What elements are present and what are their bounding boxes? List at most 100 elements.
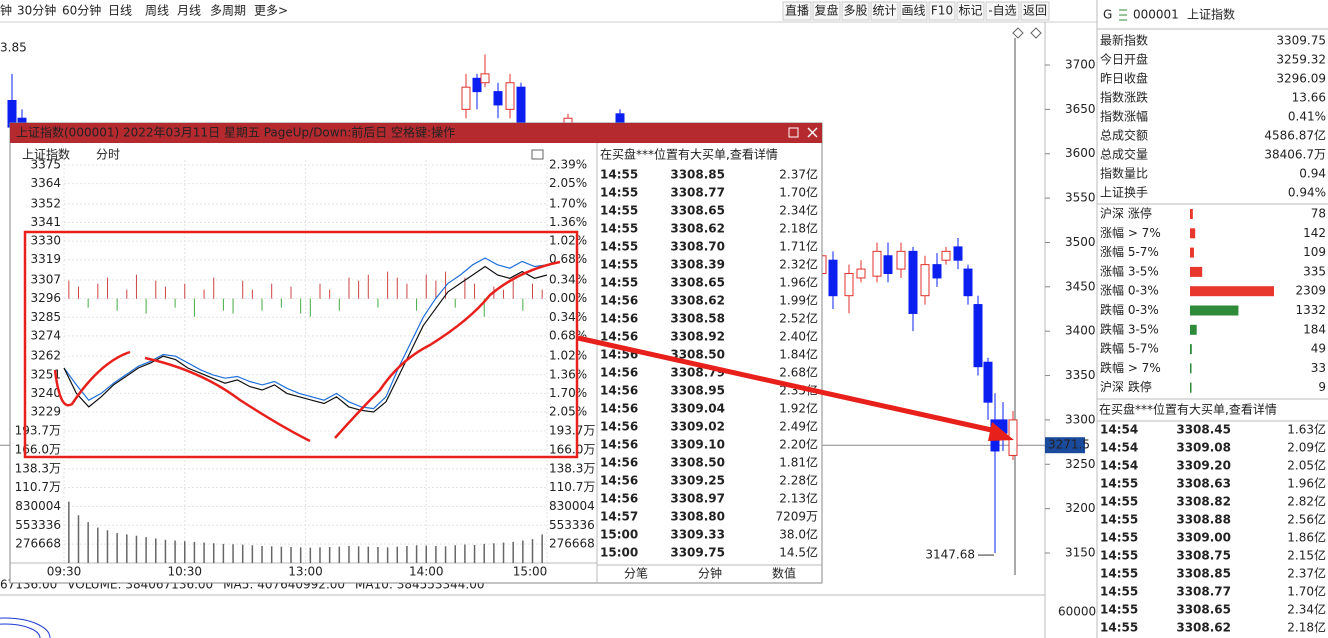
trade-amount: 2.82亿: [1287, 494, 1326, 509]
trade-price: 3309.10: [670, 438, 725, 452]
breadth-bar: [1190, 324, 1197, 335]
time-label: 10:30: [167, 565, 202, 579]
breadth-label: 涨幅 > 7%: [1100, 225, 1161, 240]
toolbar-tab: 日线: [108, 4, 132, 18]
trade-time: 14:55: [1100, 621, 1138, 635]
trade-amount: 2.15亿: [1287, 548, 1326, 563]
breadth-value: 184: [1303, 322, 1326, 336]
trade-amount: 2.09亿: [1287, 440, 1326, 455]
trade-price: 3309.25: [670, 474, 725, 488]
trade-price: 3308.63: [1176, 477, 1231, 491]
trade-time: 14:55: [1100, 495, 1138, 509]
price-tick-label: 3330: [30, 234, 61, 248]
breadth-label: 沪深 涨停: [1100, 206, 1152, 221]
toolbar-button[interactable]: [841, 1, 870, 21]
y-tick-label: 3500: [1065, 235, 1096, 249]
current-label: 3271.5: [1048, 438, 1090, 452]
trade-time: 14:56: [600, 438, 638, 452]
trade-price: 3308.77: [670, 186, 725, 200]
trade-amount: 1.70亿: [779, 185, 818, 200]
toolbar-button[interactable]: [1020, 1, 1050, 21]
trade-price: 3308.50: [670, 348, 725, 362]
trade-price: 3308.65: [670, 276, 725, 290]
candle-body: [461, 86, 471, 110]
candle-body: [941, 250, 951, 261]
volume-tick-label: 166.0万: [15, 442, 61, 456]
freehand-curve: [334, 260, 561, 439]
stat-label: 指数量比: [1100, 166, 1148, 181]
trade-amount: 1.96亿: [1287, 476, 1326, 491]
stat-label: 总成交额: [1100, 128, 1148, 143]
breadth-label: 涨幅 5-7%: [1100, 244, 1159, 259]
pct-tick-label: 0.00%: [549, 291, 587, 305]
arrow-shaft: [577, 335, 997, 434]
maximize-button[interactable]: [788, 127, 799, 138]
pct-tick-label: 1.02%: [549, 234, 587, 248]
toolbar-button[interactable]: [782, 1, 812, 21]
trade-price: 3309.33: [670, 528, 725, 542]
close-button[interactable]: [807, 127, 818, 138]
trade-amount: 1.81亿: [779, 455, 818, 470]
trade-time: 14:55: [1100, 549, 1138, 563]
candle-body: [505, 82, 515, 110]
trade-price: 3308.50: [670, 456, 725, 470]
toolbar-button[interactable]: [928, 1, 956, 21]
trade-amount: 2.68亿: [779, 365, 818, 380]
trade-price: 3308.88: [1176, 513, 1231, 527]
trade-time: 14:56: [600, 294, 638, 308]
breadth-label: 涨幅 3-5%: [1100, 263, 1159, 278]
trade-price: 3308.65: [670, 204, 725, 218]
highlight-box: [23, 230, 579, 459]
y-tick-label: 3250: [1065, 457, 1096, 471]
toolbar-tab: 周线: [145, 4, 169, 18]
toolbar-button[interactable]: [956, 1, 985, 21]
trade-price: 3308.92: [670, 330, 725, 344]
trade-amount: 38.0亿: [779, 527, 818, 542]
breadth-bar: [1190, 344, 1192, 355]
breadth-label: 跌幅 0-3%: [1100, 302, 1159, 317]
stat-value: 4586.87亿: [1264, 128, 1326, 143]
stat-label: 今日开盘: [1100, 52, 1148, 67]
current-box: [1045, 437, 1085, 454]
price-tick-label: 3364: [30, 176, 61, 190]
breadth-bar: [1190, 286, 1274, 297]
toolbar-button[interactable]: [985, 1, 1020, 21]
trade-price: 3308.85: [1176, 567, 1231, 581]
toolbar-tab: 多周期: [210, 4, 246, 18]
trade-amount: 2.34亿: [1287, 602, 1326, 617]
panel-icon[interactable]: [531, 149, 544, 160]
candle-body: [896, 250, 906, 270]
price-tick-label: 3307: [30, 273, 61, 287]
annotations: [23, 230, 1014, 459]
price-tick-label: 3274: [30, 328, 61, 342]
trade-time: 14:55: [1100, 603, 1138, 617]
trade-time: 14:56: [600, 402, 638, 416]
candle-body: [883, 255, 893, 275]
freehand-curve: [53, 350, 131, 407]
volume-tick-label: 553336: [549, 518, 595, 532]
volume-tick-label: 193.7万: [15, 424, 61, 438]
toolbar-button[interactable]: [899, 1, 928, 21]
popup-tab: 分时: [96, 148, 120, 162]
trade-amount: 2.05亿: [1287, 458, 1326, 473]
trade-time: 14:55: [1100, 567, 1138, 581]
trade-time: 14:55: [600, 186, 638, 200]
toolbar-button[interactable]: [812, 1, 841, 21]
trade-time: 14:56: [600, 474, 638, 488]
toolbar-button[interactable]: [870, 1, 899, 21]
trade-time: 14:56: [600, 420, 638, 434]
trade-time: 15:00: [600, 528, 638, 542]
price-tick-label: 3229: [30, 405, 61, 419]
trade-time: 14:57: [600, 510, 638, 524]
breadth-value: 33: [1311, 361, 1326, 375]
toolbar-button-label: 画线: [901, 4, 925, 18]
candle-body: [953, 246, 963, 261]
breadth-value: 9: [1318, 380, 1326, 394]
breadth-value: 142: [1303, 226, 1326, 240]
stat-label: 指数涨跌: [1100, 90, 1148, 105]
volume-tick-label: 830004: [15, 499, 61, 513]
trade-amount: 2.52亿: [779, 311, 818, 326]
stat-label: 最新指数: [1100, 33, 1148, 48]
trade-price: 3308.62: [670, 222, 725, 236]
volume-tick-label: 138.3万: [549, 461, 595, 475]
